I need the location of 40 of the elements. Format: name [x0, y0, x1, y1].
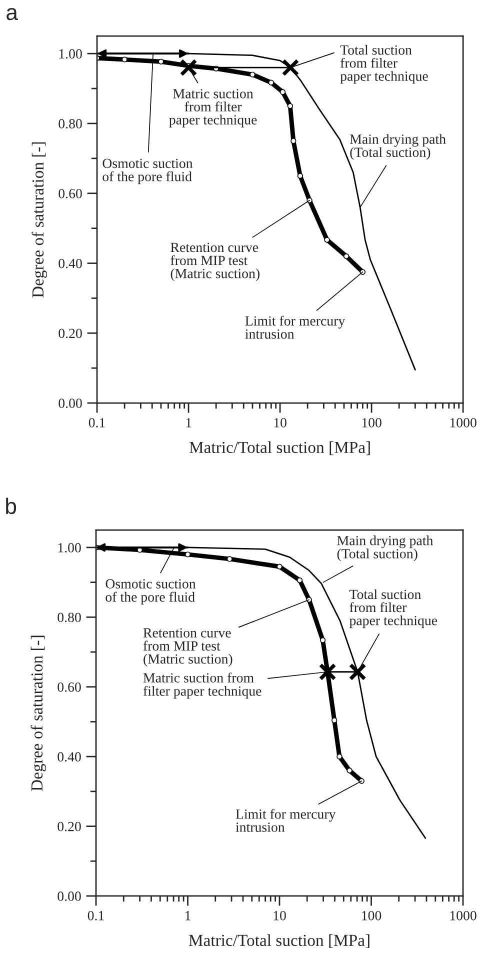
x-tick-label: 10 — [274, 910, 286, 920]
x-tick-label: 0.1 — [88, 418, 105, 428]
x-axis-title: Matric/Total suction [MPa] — [189, 441, 370, 456]
annotation: Limit for mercury intrusion — [245, 316, 346, 339]
x-tick-label: 1 — [186, 911, 190, 920]
y-tick-label: 0.00 — [58, 892, 81, 901]
annotation: Total suction from filter paper technique — [349, 589, 438, 628]
chart-title: a — [6, 8, 18, 20]
x-tick-label: 1 — [186, 418, 192, 428]
y-tick-label: 1.00 — [59, 49, 82, 59]
annotation: Matric suction from filter paper technique — [169, 89, 257, 128]
annotation: Osmotic suction of the pore fluid — [102, 158, 193, 184]
y-tick-label: 0.20 — [58, 328, 82, 338]
y-tick-label: 0.20 — [58, 822, 81, 832]
y-tick-label: 0.40 — [58, 752, 81, 762]
annotation: Retention curve from MIP test (Matric suction) — [170, 242, 260, 282]
x-tick-label: 10 — [274, 418, 286, 428]
annotation: Main drying path (Total suction) — [350, 134, 446, 160]
x-axis-title: Matric/Total suction [MPa] — [188, 934, 370, 948]
y-axis-title: Degree of saturation [-] — [30, 636, 46, 791]
x-tick-label: 100 — [362, 910, 382, 920]
y-tick-label: 0.00 — [58, 398, 82, 408]
annotation: Main drying path (Total suction) — [337, 536, 434, 562]
x-tick-label: 1000 — [450, 418, 476, 428]
annotation: Osmotic suction of the pore fluid — [106, 579, 196, 605]
x-tick-label: 0.1 — [88, 910, 104, 920]
y-tick-label: 0.40 — [58, 258, 82, 268]
x-tick-label: 1000 — [450, 910, 476, 920]
chart-title: b — [6, 498, 16, 514]
x-tick-label: 100 — [362, 418, 382, 428]
y-tick-label: 0.60 — [58, 188, 82, 198]
y-tick-label: 1.00 — [58, 543, 81, 552]
annotation: Retention curve from MIP test (Matric suction) — [143, 628, 232, 666]
y-tick-label: 0.80 — [58, 119, 82, 128]
y-tick-label: 0.80 — [58, 612, 81, 622]
annotation: Limit for mercury intrusion — [236, 808, 336, 832]
annotation: Matric suction from filter paper technique — [143, 672, 262, 699]
annotation: Total suction from filter paper technique — [340, 44, 428, 84]
y-tick-label: 0.60 — [58, 682, 81, 692]
y-axis-title: Degree of saturation [-] — [32, 142, 48, 298]
